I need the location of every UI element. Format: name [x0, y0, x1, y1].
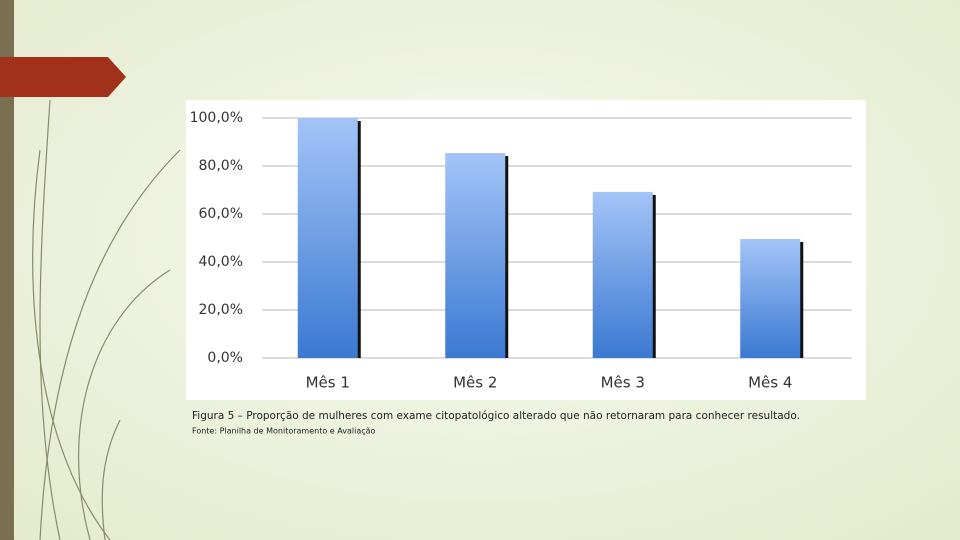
x-tick-label: Mês 3	[601, 374, 645, 392]
caption: Figura 5 – Proporção de mulheres com exa…	[192, 410, 800, 422]
bar	[445, 153, 506, 358]
x-tick-label: Mês 1	[306, 374, 350, 392]
source: Fonte: Planilha de Monitoramento e Avali…	[192, 427, 376, 436]
bar	[740, 238, 801, 358]
y-tick-label: 80,0%	[199, 158, 243, 174]
y-tick-label: 60,0%	[199, 206, 243, 222]
x-tick-label: Mês 2	[453, 374, 497, 392]
title-marker	[0, 57, 126, 97]
bar	[592, 191, 653, 358]
bar	[297, 118, 358, 358]
y-tick-label: 20,0%	[199, 302, 243, 318]
side-strip	[0, 0, 14, 540]
x-tick-label: Mês 4	[748, 374, 792, 392]
decoration	[32, 99, 181, 540]
y-tick-label: 0,0%	[207, 350, 243, 366]
y-tick-label: 100,0%	[190, 110, 243, 126]
y-tick-label: 40,0%	[199, 254, 243, 270]
